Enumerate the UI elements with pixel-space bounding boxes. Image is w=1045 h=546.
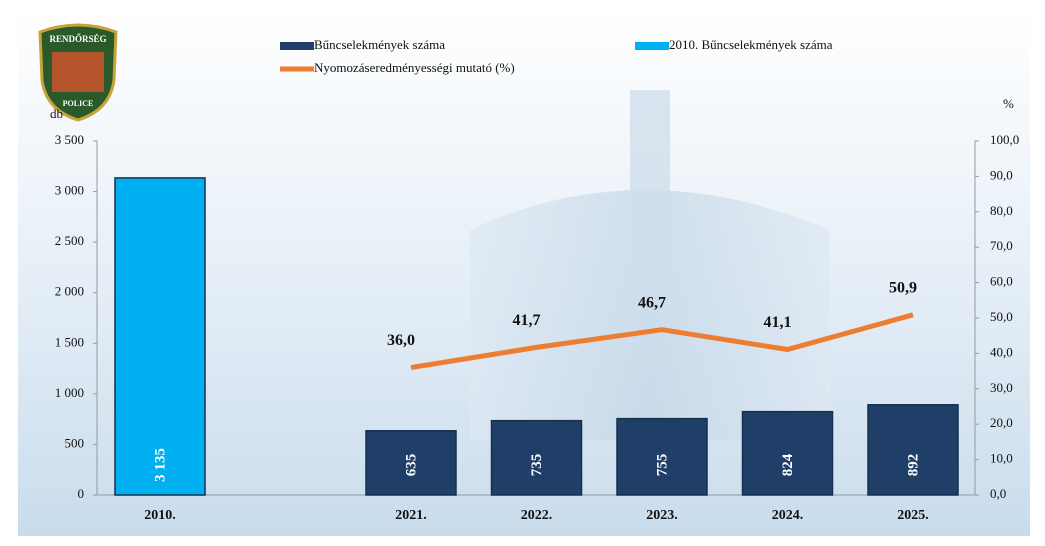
bar-value-label: 635 (403, 454, 419, 477)
y-axis-label: db (50, 106, 63, 121)
y2-tick-label: 60,0 (990, 274, 1013, 289)
y2-tick-label: 70,0 (990, 238, 1013, 253)
bar-value-label: 755 (654, 454, 670, 477)
legend-label: Bűncselekmények száma (314, 37, 445, 52)
legend-swatch (280, 42, 314, 50)
y-tick-label: 0 (78, 486, 85, 501)
x-tick-label: 2021. (395, 508, 427, 523)
y2-tick-label: 90,0 (990, 167, 1013, 182)
line-value-label: 36,0 (387, 332, 415, 349)
bar (115, 178, 205, 495)
legend-label: Nyomozáseredményességi mutató (%) (314, 60, 515, 75)
line-value-label: 50,9 (889, 279, 917, 296)
line-value-label: 41,1 (764, 314, 792, 331)
bar-value-label: 824 (780, 453, 796, 476)
y2-tick-label: 100,0 (990, 132, 1019, 147)
bar-value-label: 892 (905, 454, 921, 477)
logo-top: RENDŐRSÉG (49, 34, 106, 44)
bar-value-label: 735 (529, 454, 545, 477)
y-tick-label: 3 500 (55, 132, 84, 147)
x-tick-label: 2010. (144, 508, 176, 523)
legend-swatch (635, 42, 669, 50)
y-tick-label: 3 000 (55, 183, 84, 198)
y-tick-label: 2 000 (55, 284, 84, 299)
y-tick-label: 2 500 (55, 233, 84, 248)
bar (868, 405, 958, 495)
x-tick-label: 2024. (772, 508, 804, 523)
y2-tick-label: 20,0 (990, 415, 1013, 430)
page: {"logo": {"top": "RENDŐRSÉG", "bottom": … (0, 0, 1045, 546)
building-tower (630, 90, 670, 250)
y-tick-label: 1 500 (55, 334, 84, 349)
x-tick-label: 2023. (646, 508, 678, 523)
y2-tick-label: 30,0 (990, 380, 1013, 395)
y2-tick-label: 10,0 (990, 451, 1013, 466)
y2-axis-label: % (1003, 96, 1014, 111)
x-tick-label: 2025. (897, 508, 929, 523)
x-tick-label: 2022. (521, 508, 553, 523)
y2-tick-label: 50,0 (990, 309, 1013, 324)
chart: RENDŐRSÉG POLICE db % 0 500 1 000 1 500 2 00… (0, 0, 1045, 546)
logo-field (52, 52, 104, 92)
y-tick-label: 500 (65, 435, 85, 450)
y2-tick-label: 40,0 (990, 344, 1013, 359)
bar (743, 412, 833, 495)
bar-value-label: 3 135 (152, 448, 168, 482)
logo-bottom: POLICE (63, 99, 94, 108)
line-value-label: 46,7 (638, 294, 666, 311)
line-value-label: 41,7 (513, 312, 541, 329)
y2-tick-label: 80,0 (990, 203, 1013, 218)
y-tick-label: 1 000 (55, 385, 84, 400)
legend-label: 2010. Bűncselekmények száma (669, 37, 833, 52)
y2-tick-label: 0,0 (990, 486, 1006, 501)
